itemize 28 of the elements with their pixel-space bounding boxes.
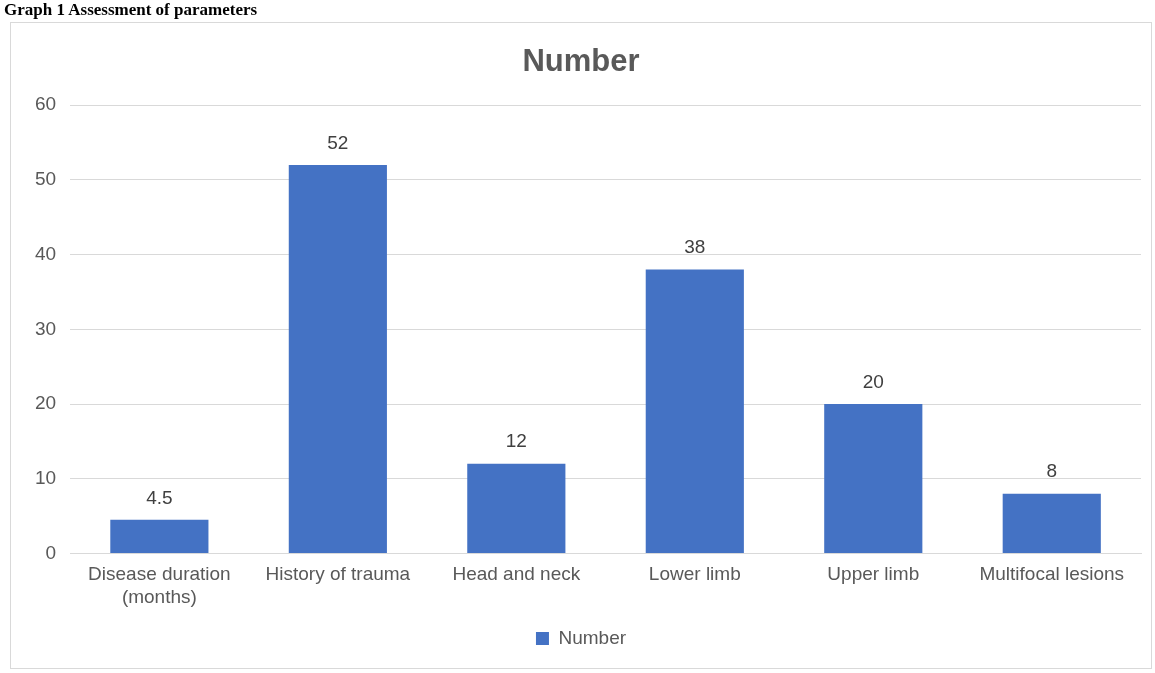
- bar: [1002, 493, 1101, 553]
- data-label: 38: [684, 236, 706, 258]
- y-tick-label: 40: [34, 242, 57, 264]
- data-label: 12: [505, 430, 527, 452]
- bar: [467, 463, 566, 553]
- y-tick-label: 10: [34, 466, 57, 488]
- x-tick-label: Disease duration (months): [88, 563, 231, 607]
- y-tick-label: 0: [45, 541, 57, 563]
- x-tick-label: Head and neck: [452, 563, 581, 585]
- data-label: 52: [327, 131, 349, 153]
- data-label: 8: [1046, 460, 1058, 482]
- x-tick-label: Upper limb: [827, 563, 920, 585]
- chart-title: Number: [522, 43, 640, 79]
- caption: Graph 1 Assessment of parameters: [3, 0, 259, 21]
- x-tick-label: Lower limb: [648, 563, 741, 585]
- y-tick-label: 30: [34, 317, 57, 339]
- bar: [110, 519, 209, 553]
- x-tick-label: Multifocal lesions: [979, 563, 1125, 585]
- bar: [645, 269, 744, 553]
- bar: [824, 404, 923, 553]
- y-tick-label: 60: [34, 93, 57, 115]
- bar: [288, 164, 387, 553]
- legend-label: Number: [558, 626, 627, 648]
- data-label: 4.5: [146, 486, 173, 508]
- data-label: 20: [862, 370, 884, 392]
- y-tick-label: 20: [34, 392, 57, 414]
- y-tick-label: 50: [34, 168, 57, 190]
- x-tick-label: History of trauma: [265, 563, 411, 585]
